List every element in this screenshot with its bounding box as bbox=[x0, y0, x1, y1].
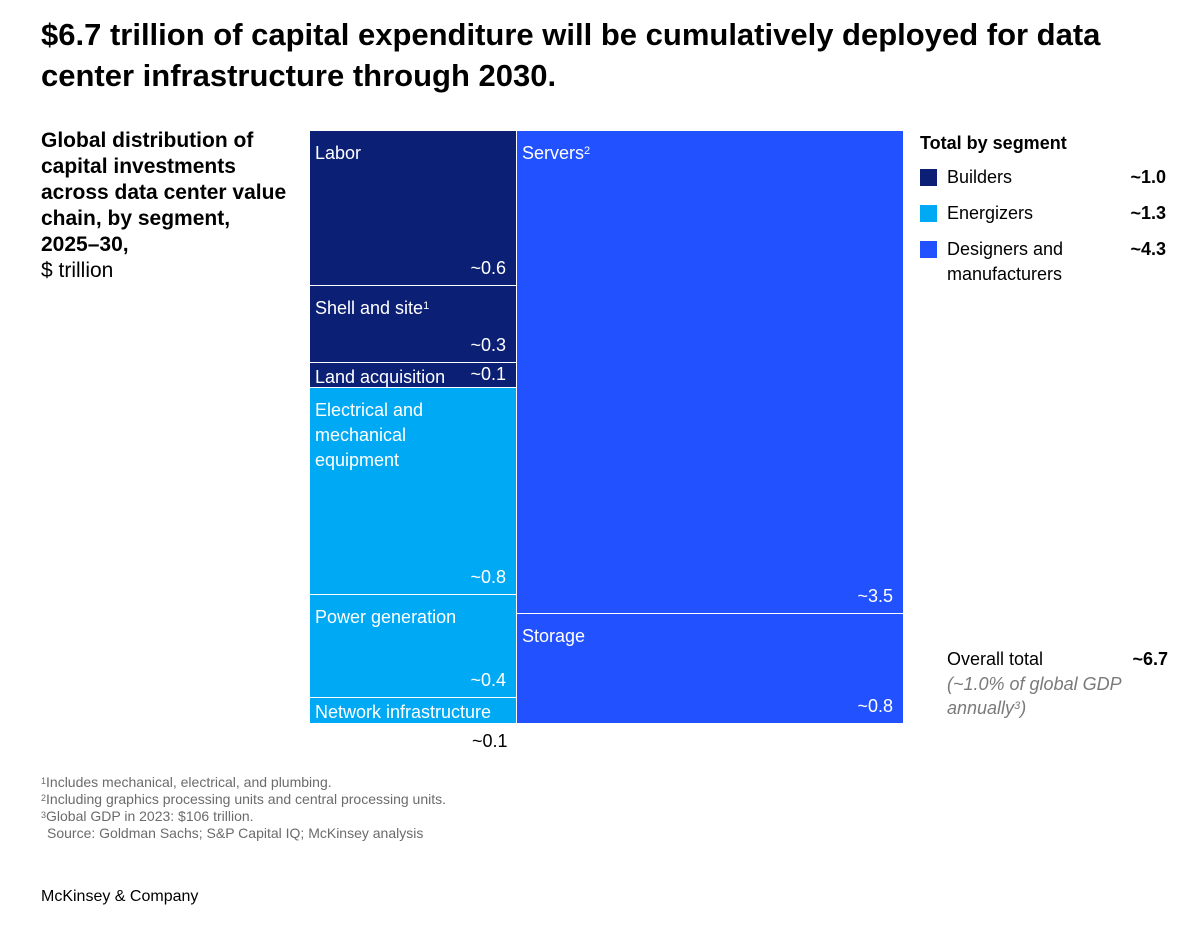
legend-swatch-energizers bbox=[920, 205, 937, 222]
treemap-cell-label: Labor bbox=[315, 143, 362, 163]
treemap-cell-value: ~3.5 bbox=[857, 586, 893, 606]
overall-total: Overall total ~6.7 (~1.0% of global GDP … bbox=[947, 646, 1172, 720]
legend-label: Builders bbox=[947, 167, 1013, 187]
subtitle-unit: $ trillion bbox=[41, 259, 114, 282]
overall-total-note: (~1.0% of global GDP annually3) bbox=[947, 674, 1121, 718]
treemap-cell-label: Shell and site1 bbox=[315, 298, 430, 318]
chart-title: $6.7 trillion of capital expenditure wil… bbox=[41, 17, 1101, 93]
treemap-cell-value: ~0.3 bbox=[470, 335, 506, 355]
treemap-cell-label: Servers2 bbox=[522, 143, 591, 163]
legend-label: Designers and manufacturers bbox=[947, 239, 1064, 284]
treemap-cell-power-generation: Power generation ~0.4 bbox=[310, 595, 517, 698]
subtitle-text: Global distribution of capital investmen… bbox=[41, 129, 287, 256]
legend-swatch-builders bbox=[920, 169, 937, 186]
treemap-chart: Labor ~0.6 Shell and site1 ~0.3 Land acquisi… bbox=[310, 131, 904, 724]
treemap-cell-network-infrastructure: Network infrastructure bbox=[310, 698, 517, 724]
treemap-cell-shell-and-site: Shell and site1 ~0.3 bbox=[310, 286, 517, 363]
legend-item-designers: Designers and manufacturers ~4.3 bbox=[920, 237, 1170, 297]
treemap-cell-value: ~0.4 bbox=[470, 670, 506, 690]
treemap-cell-label: Storage bbox=[522, 626, 586, 646]
legend-item-builders: Builders ~1.0 bbox=[920, 165, 1170, 201]
legend-value: ~1.3 bbox=[1130, 203, 1166, 223]
legend-value: ~4.3 bbox=[1130, 239, 1166, 259]
treemap-cell-servers: Servers2 ~3.5 bbox=[517, 131, 904, 614]
footnotes: 1Includes mechanical, electrical, and pl… bbox=[41, 774, 741, 842]
overall-total-value: ~6.7 bbox=[1132, 649, 1168, 669]
brand-logo-text: McKinsey & Company bbox=[41, 888, 199, 905]
legend: Total by segment Builders ~1.0 Energizer… bbox=[920, 131, 1170, 297]
treemap-cell-value: ~0.8 bbox=[470, 567, 506, 587]
treemap-cell-storage: Storage ~0.8 bbox=[517, 614, 904, 724]
footnote-3: 3Global GDP in 2023: $106 trillion. bbox=[41, 808, 254, 824]
legend-item-energizers: Energizers ~1.3 bbox=[920, 201, 1170, 237]
legend-value: ~1.0 bbox=[1130, 167, 1166, 187]
overall-total-label: Overall total bbox=[947, 649, 1044, 669]
network-infrastructure-value: ~0.1 bbox=[472, 731, 508, 751]
treemap-cell-label: Power generation bbox=[315, 607, 457, 627]
chart-subtitle: Global distribution of capital investmen… bbox=[41, 128, 291, 284]
footnote-1: 1Includes mechanical, electrical, and pl… bbox=[41, 774, 332, 790]
treemap-cell-labor: Labor ~0.6 bbox=[310, 131, 517, 286]
treemap-cell-land-acquisition: Land acquisition ~0.1 bbox=[310, 363, 517, 388]
treemap-cell-electrical-and-mechanical-equipment: Electrical and mechanical equipment ~0.8 bbox=[310, 388, 517, 595]
treemap-cell-value: ~0.8 bbox=[857, 696, 893, 716]
overall-total-row: Overall total ~6.7 bbox=[947, 646, 1172, 672]
treemap-cell-label: Network infrastructure bbox=[315, 702, 492, 722]
source-note: Source: Goldman Sachs; S&P Capital IQ; M… bbox=[47, 825, 424, 841]
legend-swatch-designers bbox=[920, 241, 937, 258]
treemap-cell-label: Electrical and mechanical equipment bbox=[315, 400, 424, 470]
treemap-cell-value: ~0.6 bbox=[470, 258, 506, 278]
legend-label: Energizers bbox=[947, 203, 1034, 223]
treemap-cell-value: ~0.1 bbox=[470, 364, 506, 384]
legend-title: Total by segment bbox=[920, 133, 1067, 153]
footnote-2: 2Including graphics processing units and… bbox=[41, 791, 447, 807]
treemap-cell-label: Land acquisition bbox=[315, 367, 446, 387]
